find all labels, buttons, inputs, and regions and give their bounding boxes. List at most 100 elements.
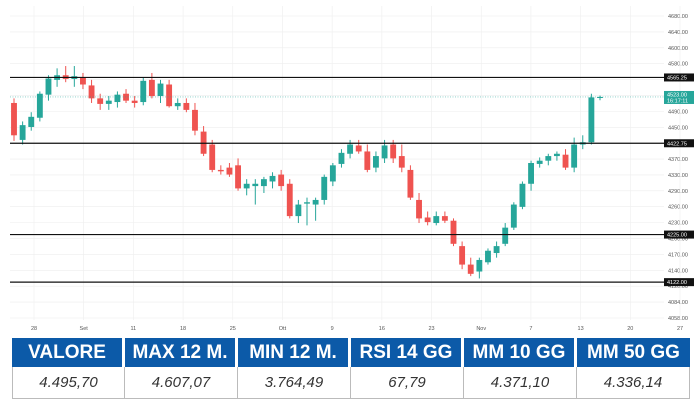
candle-up <box>45 78 52 95</box>
level-label: 4565.25 <box>667 75 687 81</box>
y-tick-label: 4058.00 <box>668 316 688 322</box>
candle-up <box>510 204 517 228</box>
current-price-time: 16:17:11 <box>667 98 688 104</box>
candle-up <box>571 144 578 168</box>
candle-down <box>407 169 414 198</box>
level-label: 4422.75 <box>667 141 687 147</box>
price-chart: 4680.004640.004600.004580.004560.004520.… <box>10 6 694 332</box>
y-tick-label: 4580.00 <box>668 62 688 68</box>
candle-up <box>528 163 534 184</box>
candle-up <box>114 94 121 103</box>
value-mm-10gg: 4.371,10 <box>464 367 577 399</box>
candle-up <box>28 116 35 127</box>
candle-down <box>355 145 362 152</box>
stats-table: VALORE MAX 12 M. MIN 12 M. RSI 14 GG MM … <box>12 338 690 399</box>
candle-up <box>312 199 319 205</box>
y-tick-label: 4230.00 <box>668 221 688 227</box>
level-badge <box>664 278 694 287</box>
candle-up <box>536 160 543 164</box>
candle-down <box>166 84 173 107</box>
candle-up <box>347 144 354 154</box>
x-tick-label: 11 <box>131 326 137 332</box>
x-tick-label: 16 <box>379 326 385 332</box>
candle-up <box>105 100 112 104</box>
x-tick-label: 28 <box>31 326 37 332</box>
header-mm-10gg: MM 10 GG <box>464 338 577 367</box>
value-mm-50gg: 4.336,14 <box>577 367 690 399</box>
header-valore: VALORE <box>12 338 125 367</box>
candle-up <box>321 176 328 200</box>
candle-down <box>123 93 129 101</box>
current-price-label: 4523.00 <box>667 92 687 98</box>
candle-down <box>467 264 474 274</box>
level-label: 4225.00 <box>667 233 687 239</box>
y-tick-label: 4290.00 <box>668 189 688 195</box>
candle-up <box>174 102 181 107</box>
x-tick-label: 23 <box>428 326 434 332</box>
x-tick-label: 18 <box>180 326 186 332</box>
value-valore: 4.495,70 <box>12 367 125 399</box>
value-max-12m: 4.607,07 <box>125 367 238 399</box>
candle-down <box>235 165 241 189</box>
candle-down <box>459 246 466 265</box>
y-tick-label: 4260.00 <box>668 205 688 211</box>
candle-down <box>562 154 569 168</box>
x-tick-label: Nov <box>476 326 486 332</box>
candle-up <box>269 175 276 182</box>
y-tick-label: 4120.00 <box>668 284 688 290</box>
level-badge <box>664 139 694 148</box>
level-badge <box>664 73 694 82</box>
current-price-badge <box>664 90 694 104</box>
candle-up <box>252 183 259 187</box>
header-mm-50gg: MM 50 GG <box>577 338 690 367</box>
candle-down <box>97 98 104 104</box>
candle-up <box>36 93 43 118</box>
candle-down <box>416 199 422 219</box>
candle-up <box>519 183 526 207</box>
candle-up <box>243 183 250 189</box>
candle-down <box>390 144 397 159</box>
x-tick-label: 20 <box>627 326 633 332</box>
x-tick-label: 27 <box>677 326 683 332</box>
y-tick-label: 4600.00 <box>668 46 688 52</box>
stats-value-row: 4.495,70 4.607,07 3.764,49 67,79 4.371,1… <box>12 367 690 399</box>
x-tick-label: 9 <box>331 326 334 332</box>
candle-up <box>597 96 603 98</box>
candle-down <box>11 102 17 136</box>
y-tick-label: 4170.00 <box>668 252 688 258</box>
candle-down <box>278 174 285 187</box>
level-label: 4122.00 <box>667 280 687 286</box>
x-tick-label: 25 <box>230 326 236 332</box>
candle-up <box>485 250 491 263</box>
candle-up <box>433 216 440 224</box>
value-rsi-14gg: 67,79 <box>351 367 464 399</box>
candle-down <box>398 156 405 168</box>
header-min-12m: MIN 12 M. <box>238 338 351 367</box>
candle-up <box>502 227 509 244</box>
header-max-12m: MAX 12 M. <box>125 338 238 367</box>
candle-up <box>381 145 388 159</box>
y-tick-label: 4640.00 <box>668 30 688 36</box>
y-tick-label: 4490.00 <box>668 109 688 115</box>
candle-up <box>304 202 310 204</box>
x-tick-label: 7 <box>529 326 532 332</box>
y-tick-label: 4330.00 <box>668 173 688 179</box>
y-tick-label: 4140.00 <box>668 268 688 274</box>
y-tick-label: 4370.00 <box>668 157 688 163</box>
candle-up <box>493 246 500 254</box>
x-tick-label: 13 <box>578 326 584 332</box>
stats-header-row: VALORE MAX 12 M. MIN 12 M. RSI 14 GG MM … <box>12 338 690 367</box>
candle-up <box>588 97 595 143</box>
level-badge <box>664 230 694 239</box>
candle-down <box>424 217 431 223</box>
candle-down <box>148 79 155 97</box>
candle-up <box>373 156 379 168</box>
candle-up <box>545 156 552 161</box>
candle-up <box>157 83 164 97</box>
candle-down <box>217 169 224 172</box>
candle-down <box>364 151 371 170</box>
candle-up <box>295 204 302 217</box>
x-tick-label: Set <box>80 326 89 332</box>
candle-down <box>183 102 190 110</box>
candle-up <box>260 179 267 187</box>
